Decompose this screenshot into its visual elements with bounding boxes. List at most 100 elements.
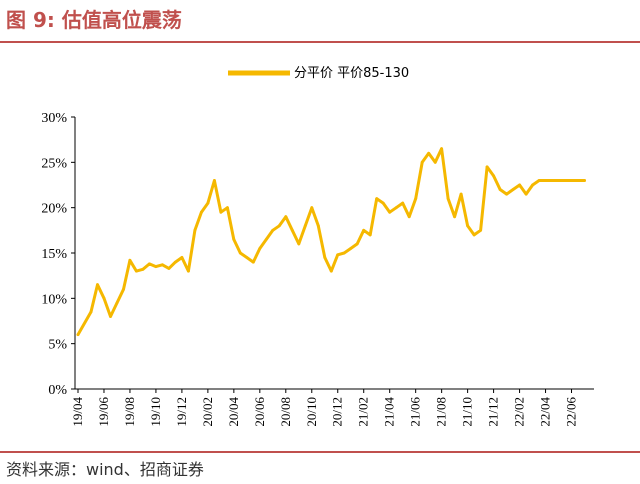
- line-chart: 分平价 平价85-130 0%5%10%15%20%25%30% 19/04 19…: [41, 66, 594, 427]
- data-point: [459, 192, 463, 196]
- x-tick-label: 19/04: [70, 397, 85, 427]
- data-point: [544, 179, 547, 182]
- data-point: [453, 215, 456, 219]
- data-point: [251, 260, 255, 264]
- data-point: [414, 197, 418, 201]
- data-point: [485, 165, 489, 169]
- data-point: [316, 224, 320, 228]
- data-point: [427, 151, 431, 155]
- x-axis-ticks: 19/04 19/06 19/08 19/10 19/12 20/02 20/04 20/06…: [70, 389, 579, 427]
- data-point: [232, 238, 236, 241]
- data-point: [420, 160, 424, 164]
- data-point: [297, 242, 301, 246]
- x-tick-label: 21/06: [408, 397, 423, 427]
- series-line: [76, 147, 586, 337]
- data-point: [180, 256, 184, 259]
- x-tick-label: 21/10: [460, 397, 475, 427]
- data-point: [238, 251, 242, 255]
- y-tick-label: 25%: [41, 156, 67, 171]
- data-point: [219, 210, 223, 214]
- data-point: [128, 258, 132, 262]
- y-axis-ticks: 0% 5% 10% 15% 20% 25% 30%: [41, 111, 75, 398]
- data-point: [433, 160, 437, 164]
- data-point: [492, 174, 495, 178]
- data-point: [115, 301, 119, 305]
- data-point: [161, 263, 164, 267]
- x-tick-label: 20/06: [252, 397, 267, 427]
- data-point: [349, 247, 353, 250]
- data-point: [200, 210, 203, 214]
- data-point: [206, 201, 210, 205]
- x-tick-label: 19/06: [96, 397, 111, 427]
- x-tick-label: 19/08: [122, 397, 137, 427]
- data-point: [550, 179, 554, 182]
- data-point: [446, 197, 450, 201]
- data-point: [245, 256, 249, 259]
- data-point: [342, 251, 346, 255]
- data-point: [479, 228, 482, 232]
- top-divider: [0, 41, 640, 43]
- data-point: [154, 265, 158, 268]
- data-point: [355, 242, 359, 246]
- x-tick-label: 21/04: [382, 397, 397, 427]
- y-tick-label: 0%: [48, 383, 67, 398]
- data-point: [174, 260, 177, 264]
- y-tick-label: 30%: [41, 111, 67, 126]
- legend-label: 分平价 平价85-130: [294, 66, 409, 81]
- data-point: [388, 210, 392, 214]
- data-point: [518, 183, 521, 187]
- x-tick-label: 19/12: [174, 397, 189, 427]
- data-point: [323, 256, 327, 259]
- data-point: [511, 188, 515, 191]
- data-point: [557, 179, 560, 182]
- x-tick-label: 19/10: [148, 397, 163, 427]
- source-note: 资料来源：wind、招商证券: [6, 460, 204, 479]
- data-point: [472, 233, 476, 237]
- data-point: [407, 215, 411, 219]
- x-tick-label: 20/08: [278, 397, 293, 427]
- x-tick-label: 22/02: [512, 397, 527, 427]
- data-point: [187, 269, 190, 273]
- data-point: [290, 228, 294, 232]
- data-point: [531, 183, 534, 187]
- x-tick-label: 22/04: [538, 397, 553, 427]
- data-point: [167, 267, 171, 270]
- x-tick-label: 21/12: [486, 397, 501, 427]
- y-tick-label: 5%: [48, 338, 67, 353]
- data-point: [583, 179, 586, 182]
- y-tick-label: 20%: [41, 202, 67, 217]
- data-point: [213, 179, 216, 182]
- data-point: [303, 224, 307, 228]
- data-point: [466, 224, 469, 228]
- figure-title: 图 9: 估值高位震荡: [6, 8, 182, 32]
- data-point: [122, 287, 125, 291]
- data-point: [401, 201, 405, 205]
- y-tick-label: 10%: [41, 292, 67, 307]
- data-point: [537, 179, 541, 182]
- data-point: [284, 215, 288, 219]
- x-tick-label: 20/10: [304, 397, 319, 427]
- data-point: [148, 262, 151, 266]
- data-point: [498, 188, 502, 191]
- data-point: [109, 315, 112, 318]
- data-point: [141, 267, 145, 271]
- data-point: [524, 192, 528, 196]
- x-tick-label: 20/02: [200, 397, 215, 427]
- data-point: [277, 224, 281, 228]
- data-point: [271, 228, 275, 232]
- data-point: [368, 233, 372, 237]
- x-tick-label: 21/08: [434, 397, 449, 427]
- data-point: [135, 269, 138, 273]
- data-point: [89, 310, 93, 314]
- data-point: [102, 296, 106, 300]
- data-point: [264, 238, 268, 241]
- x-tick-label: 20/12: [330, 397, 345, 427]
- data-point: [375, 197, 379, 201]
- data-point: [193, 228, 197, 232]
- data-point: [226, 206, 229, 210]
- chart-axes: [74, 117, 594, 390]
- data-point: [505, 192, 508, 196]
- data-point: [258, 247, 262, 250]
- series-layer: [76, 147, 586, 337]
- data-point: [96, 283, 99, 287]
